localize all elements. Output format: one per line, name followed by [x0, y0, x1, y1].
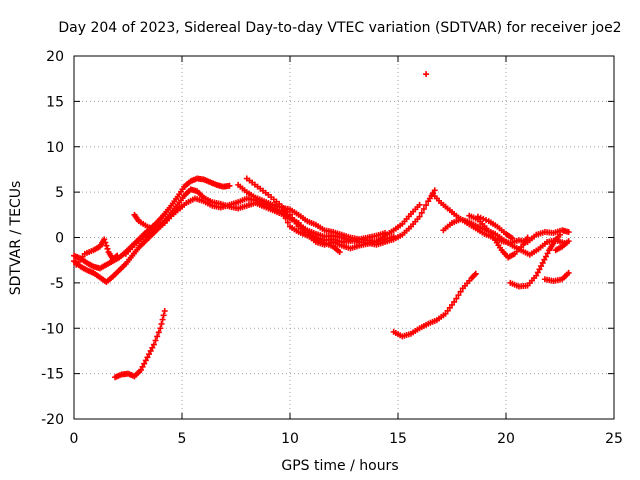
series-trace-b [71, 175, 233, 272]
data-point [102, 239, 109, 246]
series-trace-e [131, 203, 185, 234]
data-point [158, 320, 165, 327]
series-trace-h [278, 207, 343, 256]
data-point [542, 253, 549, 260]
data-point [451, 298, 458, 305]
data-point [144, 354, 151, 361]
y-tick-label: 0 [55, 231, 64, 247]
y-tick-label: 15 [46, 94, 64, 110]
data-point [524, 234, 531, 241]
data-point [565, 238, 572, 245]
grid [74, 56, 614, 419]
data-point [152, 337, 159, 344]
data-point [104, 245, 111, 252]
x-tick-label: 15 [389, 431, 407, 447]
data-point [278, 207, 285, 214]
data-point [137, 366, 144, 373]
data-point [455, 292, 462, 299]
x-tick-label: 10 [281, 431, 299, 447]
data-point [557, 231, 563, 238]
data-point [416, 213, 423, 220]
data-point [565, 269, 572, 276]
series-trace-n [541, 269, 572, 285]
data-point [150, 341, 157, 348]
x-tick-label: 20 [497, 431, 515, 447]
data-point [565, 229, 572, 236]
series-trace-p [112, 308, 168, 381]
axis-ticks: 0 5 10 15 20 25 -20 -15 -10 -5 0 5 10 15 20 [41, 49, 623, 447]
data-point [533, 272, 540, 279]
y-tick-label: 20 [46, 49, 64, 65]
data-point [114, 252, 121, 259]
series-trace-q [390, 270, 479, 340]
y-axis-label: SDTVAR / TECUs [8, 181, 24, 296]
data-point [538, 263, 545, 270]
series-trace-o [552, 238, 572, 254]
data-point [142, 357, 149, 364]
series-trace-k [466, 212, 531, 261]
x-axis-label: GPS time / hours [281, 458, 398, 474]
data-point [113, 253, 120, 260]
series-trace-c [73, 236, 121, 268]
data-point [139, 363, 146, 370]
series-trace-g [235, 181, 389, 243]
y-tick-label: -5 [50, 276, 64, 292]
data-point [416, 201, 423, 208]
data-point [471, 271, 478, 278]
data-point [539, 259, 546, 266]
data-point [161, 308, 168, 315]
series-trace-l [474, 213, 516, 242]
data-point [226, 182, 233, 189]
data-point [544, 250, 551, 257]
data-point [160, 312, 167, 319]
data-point [282, 215, 289, 222]
x-tick-label: 0 [70, 431, 79, 447]
data-point [472, 270, 479, 277]
data-point [141, 360, 148, 367]
data-point [453, 295, 460, 302]
data-point [541, 256, 548, 263]
data-point [159, 316, 166, 323]
x-tick-label: 5 [178, 431, 187, 447]
data-point [382, 229, 389, 236]
data-point [155, 329, 162, 336]
data-point [149, 344, 156, 351]
data-point [147, 347, 154, 354]
data-point [423, 71, 430, 78]
y-tick-label: -15 [41, 367, 64, 383]
data-point [336, 249, 343, 256]
data-point [534, 269, 541, 276]
data-point [103, 242, 110, 249]
data-point [280, 211, 287, 218]
data-point [179, 203, 185, 210]
series-trace-d [122, 187, 438, 257]
data-points [71, 71, 572, 381]
data-point [431, 187, 438, 194]
data-point [457, 288, 464, 295]
data-point [423, 202, 430, 209]
chart-title: Day 204 of 2023, Sidereal Day-to-day VTE… [58, 20, 621, 36]
data-point [420, 205, 427, 212]
series-trace-m [507, 231, 563, 290]
data-point [509, 235, 516, 242]
series-outlier [423, 71, 430, 78]
data-point [418, 209, 425, 216]
y-tick-label: -20 [41, 412, 64, 428]
data-point [536, 266, 543, 273]
x-tick-label: 25 [605, 431, 623, 447]
data-point [146, 351, 153, 358]
data-point [157, 325, 164, 332]
data-point [154, 333, 161, 340]
data-point [284, 219, 291, 226]
data-point [101, 236, 108, 243]
y-tick-label: 10 [46, 140, 64, 156]
y-tick-label: -10 [41, 321, 64, 337]
y-tick-label: 5 [55, 185, 64, 201]
